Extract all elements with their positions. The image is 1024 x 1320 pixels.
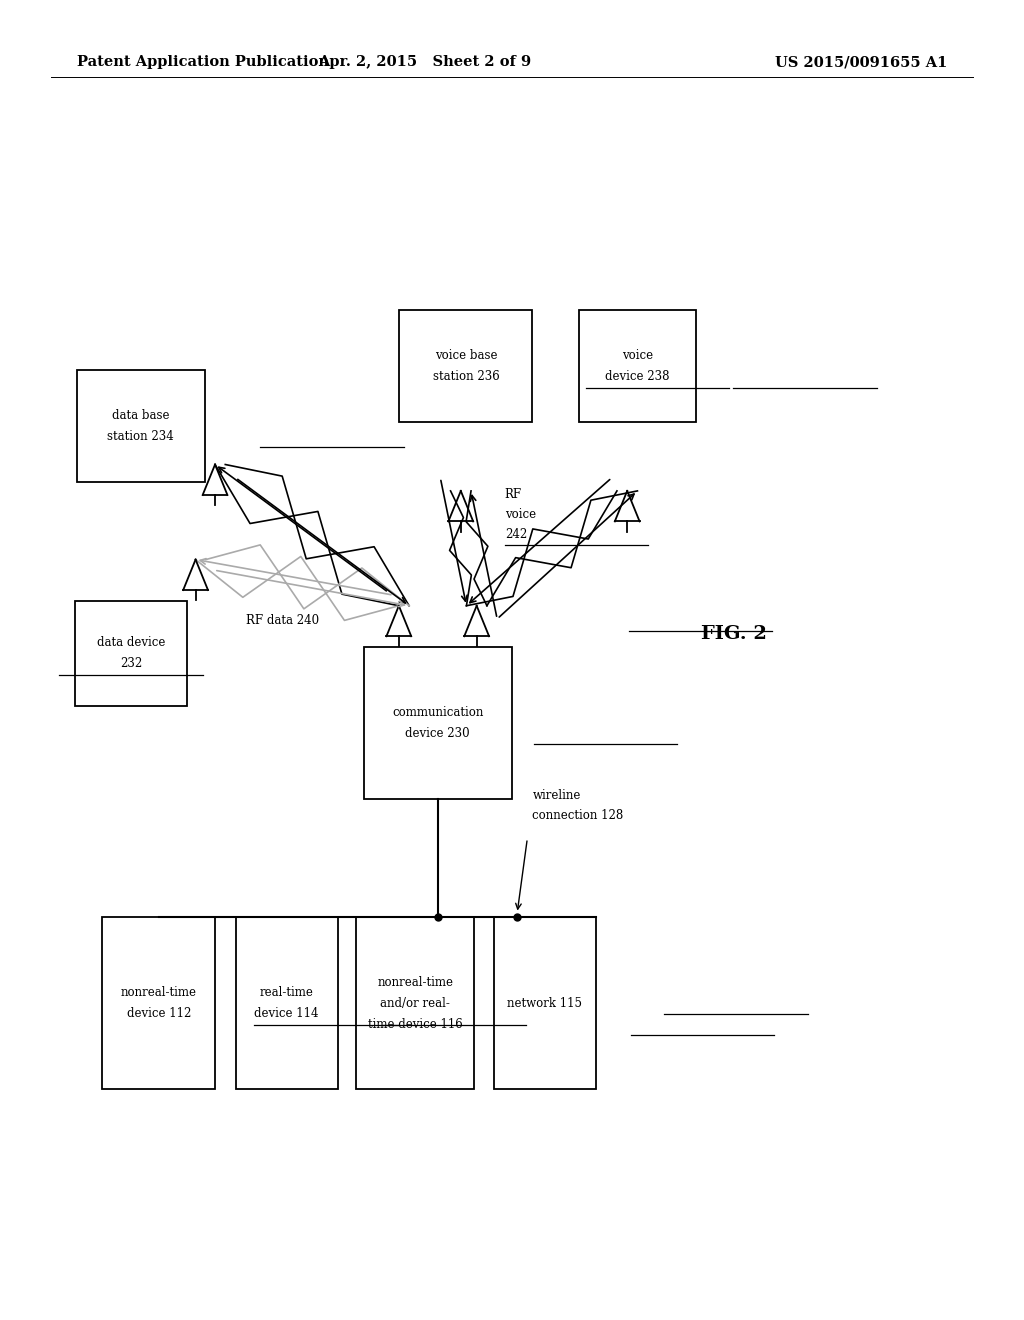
Bar xyxy=(356,917,474,1089)
Text: nonreal-time: nonreal-time xyxy=(121,986,197,999)
Text: wireline: wireline xyxy=(532,789,581,801)
Text: network 115: network 115 xyxy=(507,997,583,1010)
Text: voice base: voice base xyxy=(434,350,498,362)
Text: FIG. 2: FIG. 2 xyxy=(701,624,767,643)
Text: 232: 232 xyxy=(120,657,142,671)
Text: station 234: station 234 xyxy=(108,430,174,442)
Text: RF data 240: RF data 240 xyxy=(246,614,318,627)
Text: voice: voice xyxy=(505,508,536,521)
Text: US 2015/0091655 A1: US 2015/0091655 A1 xyxy=(775,55,947,70)
Text: RF: RF xyxy=(505,488,522,502)
Text: 242: 242 xyxy=(505,528,527,541)
Bar xyxy=(236,917,338,1089)
Text: and/or real-: and/or real- xyxy=(380,997,451,1010)
Text: voice: voice xyxy=(622,350,653,362)
Text: communication: communication xyxy=(392,706,483,718)
Text: device 230: device 230 xyxy=(406,727,470,739)
Text: connection 128: connection 128 xyxy=(532,809,624,821)
Text: real-time: real-time xyxy=(260,986,313,999)
Text: device 238: device 238 xyxy=(605,371,670,383)
Text: Apr. 2, 2015   Sheet 2 of 9: Apr. 2, 2015 Sheet 2 of 9 xyxy=(318,55,531,70)
Text: device 114: device 114 xyxy=(255,1007,318,1020)
Text: time device 116: time device 116 xyxy=(368,1018,463,1031)
Bar xyxy=(579,310,696,422)
Text: station 236: station 236 xyxy=(432,371,500,383)
Bar xyxy=(399,310,532,422)
Bar xyxy=(77,370,205,482)
Text: nonreal-time: nonreal-time xyxy=(377,975,454,989)
Bar xyxy=(75,601,187,706)
Text: data base: data base xyxy=(112,409,170,421)
Text: device 112: device 112 xyxy=(127,1007,190,1020)
Text: data device: data device xyxy=(97,636,165,649)
Bar xyxy=(494,917,596,1089)
Text: Patent Application Publication: Patent Application Publication xyxy=(77,55,329,70)
Bar xyxy=(102,917,215,1089)
Bar xyxy=(364,647,512,799)
